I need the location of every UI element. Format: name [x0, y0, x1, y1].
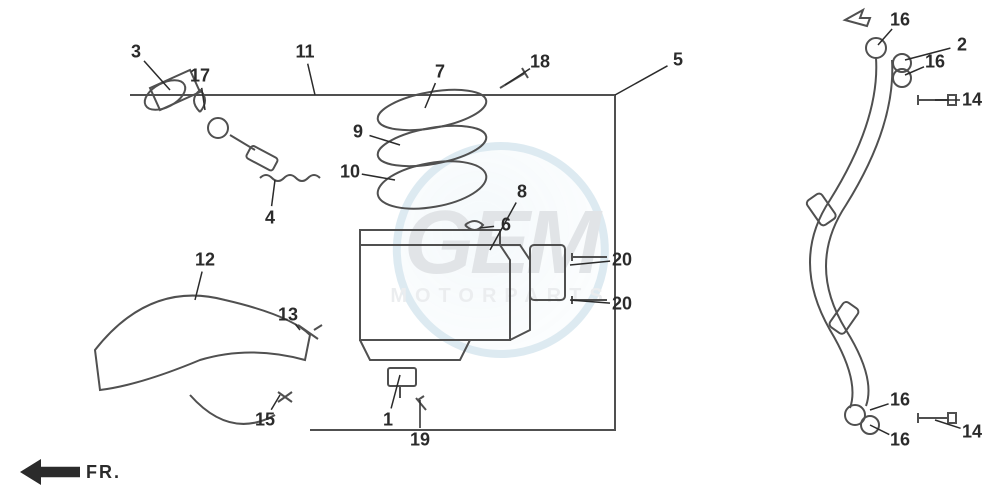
callout-16: 16 [890, 430, 910, 451]
callout-9: 9 [353, 122, 363, 143]
front-direction-indicator: FR. [20, 459, 121, 485]
callout-1: 1 [383, 410, 393, 431]
callout-20: 20 [612, 250, 632, 271]
callout-19: 19 [410, 430, 430, 451]
callout-16: 16 [890, 10, 910, 31]
callout-6: 6 [501, 215, 511, 236]
front-arrow-icon [20, 459, 80, 485]
callout-17: 17 [190, 66, 210, 87]
callout-16: 16 [925, 52, 945, 73]
callout-4: 4 [265, 208, 275, 229]
callout-5: 5 [673, 50, 683, 71]
callout-10: 10 [340, 162, 360, 183]
callout-13: 13 [278, 305, 298, 326]
callout-15: 15 [255, 410, 275, 431]
callout-3: 3 [131, 42, 141, 63]
callout-14: 14 [962, 422, 982, 443]
callout-12: 12 [195, 250, 215, 271]
callout-7: 7 [435, 62, 445, 83]
callout-16: 16 [890, 390, 910, 411]
callout-8: 8 [517, 182, 527, 203]
callout-2: 2 [957, 35, 967, 56]
leader-lines [0, 0, 1001, 500]
callout-20: 20 [612, 294, 632, 315]
callout-14: 14 [962, 90, 982, 111]
callout-11: 11 [295, 42, 314, 63]
front-label: FR. [86, 462, 121, 483]
callout-18: 18 [530, 52, 550, 73]
diagram-viewport: GEM MOTORPARTS [0, 0, 1001, 500]
